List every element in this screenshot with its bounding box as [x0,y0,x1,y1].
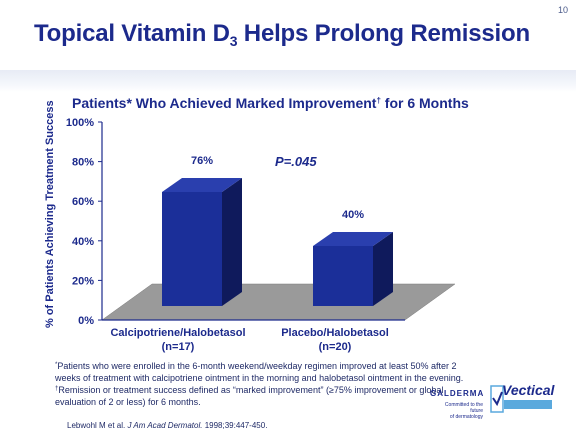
bar-value-label: 76% [191,155,213,167]
tagline-line-1: Committed to the future [444,402,483,414]
bar-value-label: 40% [342,209,364,221]
title-main: Topical Vitamin D [34,20,230,47]
footnote-2-mark: † [55,386,59,392]
bar-top [162,178,242,192]
bar [313,246,373,306]
title-divider [0,70,576,92]
reference: Lebwohl M et al. J Am Acad Dermatol. 199… [67,421,267,430]
chart-floor [101,283,456,321]
galderma-vectical-logo: GALDERMA Committed to the future of derma… [430,378,570,420]
footnote-1-text: Patients who were enrolled in the 6-mont… [55,361,464,383]
y-tick-label: 60% [72,196,94,208]
y-tick-label: 0% [78,315,94,327]
y-tick-label: 40% [72,236,94,248]
chart-title-rest: for 6 Months [380,95,469,111]
chart-title-main: Patients* Who Achieved Marked Improvemen… [72,95,377,111]
x-category-label: (n=20) [319,341,352,353]
y-tick-label: 100% [66,117,94,129]
footnote-2: †Remission or treatment success defined … [55,384,470,408]
vectical-logo-strip [504,400,552,409]
reference-authors: Lebwohl M et al. [67,421,128,430]
bar-side [373,232,393,306]
vectical-logo-text: Vectical [502,382,555,398]
tagline-line-2: of dermatology [449,414,483,420]
y-tick-label: 20% [72,275,94,287]
footnote-1-mark: * [55,362,58,368]
bar-side [222,178,242,306]
chart-title-mark: † [376,96,381,105]
reference-details: 1998;39:447-450. [202,421,268,430]
title-subscript: 3 [229,33,238,49]
footnotes: *Patients who were enrolled in the 6-mon… [55,360,470,408]
bar [162,192,222,306]
vectical-check-icon [490,385,504,413]
y-tick-label: 80% [72,157,94,169]
galderma-tagline: Committed to the future of dermatology [433,402,483,420]
x-category-label: Calcipotriene/Halobetasol [110,327,245,339]
footnote-2-text: Remission or treatment success defined a… [55,385,444,407]
x-category-label: Placebo/Halobetasol [281,327,389,339]
chart-title: Patients* Who Achieved Marked Improvemen… [72,95,469,111]
galderma-logo-text: GALDERMA [430,389,485,398]
footnote-1: *Patients who were enrolled in the 6-mon… [55,360,470,384]
x-category-label: (n=17) [162,341,195,353]
p-value-annotation: P=.045 [275,154,317,169]
slide-number: 10 [557,5,568,15]
slide-title: Topical Vitamin D3 Helps Prolong Remissi… [34,20,530,49]
bar-top [313,232,393,246]
title-rest: Helps Prolong Remission [237,20,530,47]
reference-journal: J Am Acad Dermatol. [127,421,203,430]
